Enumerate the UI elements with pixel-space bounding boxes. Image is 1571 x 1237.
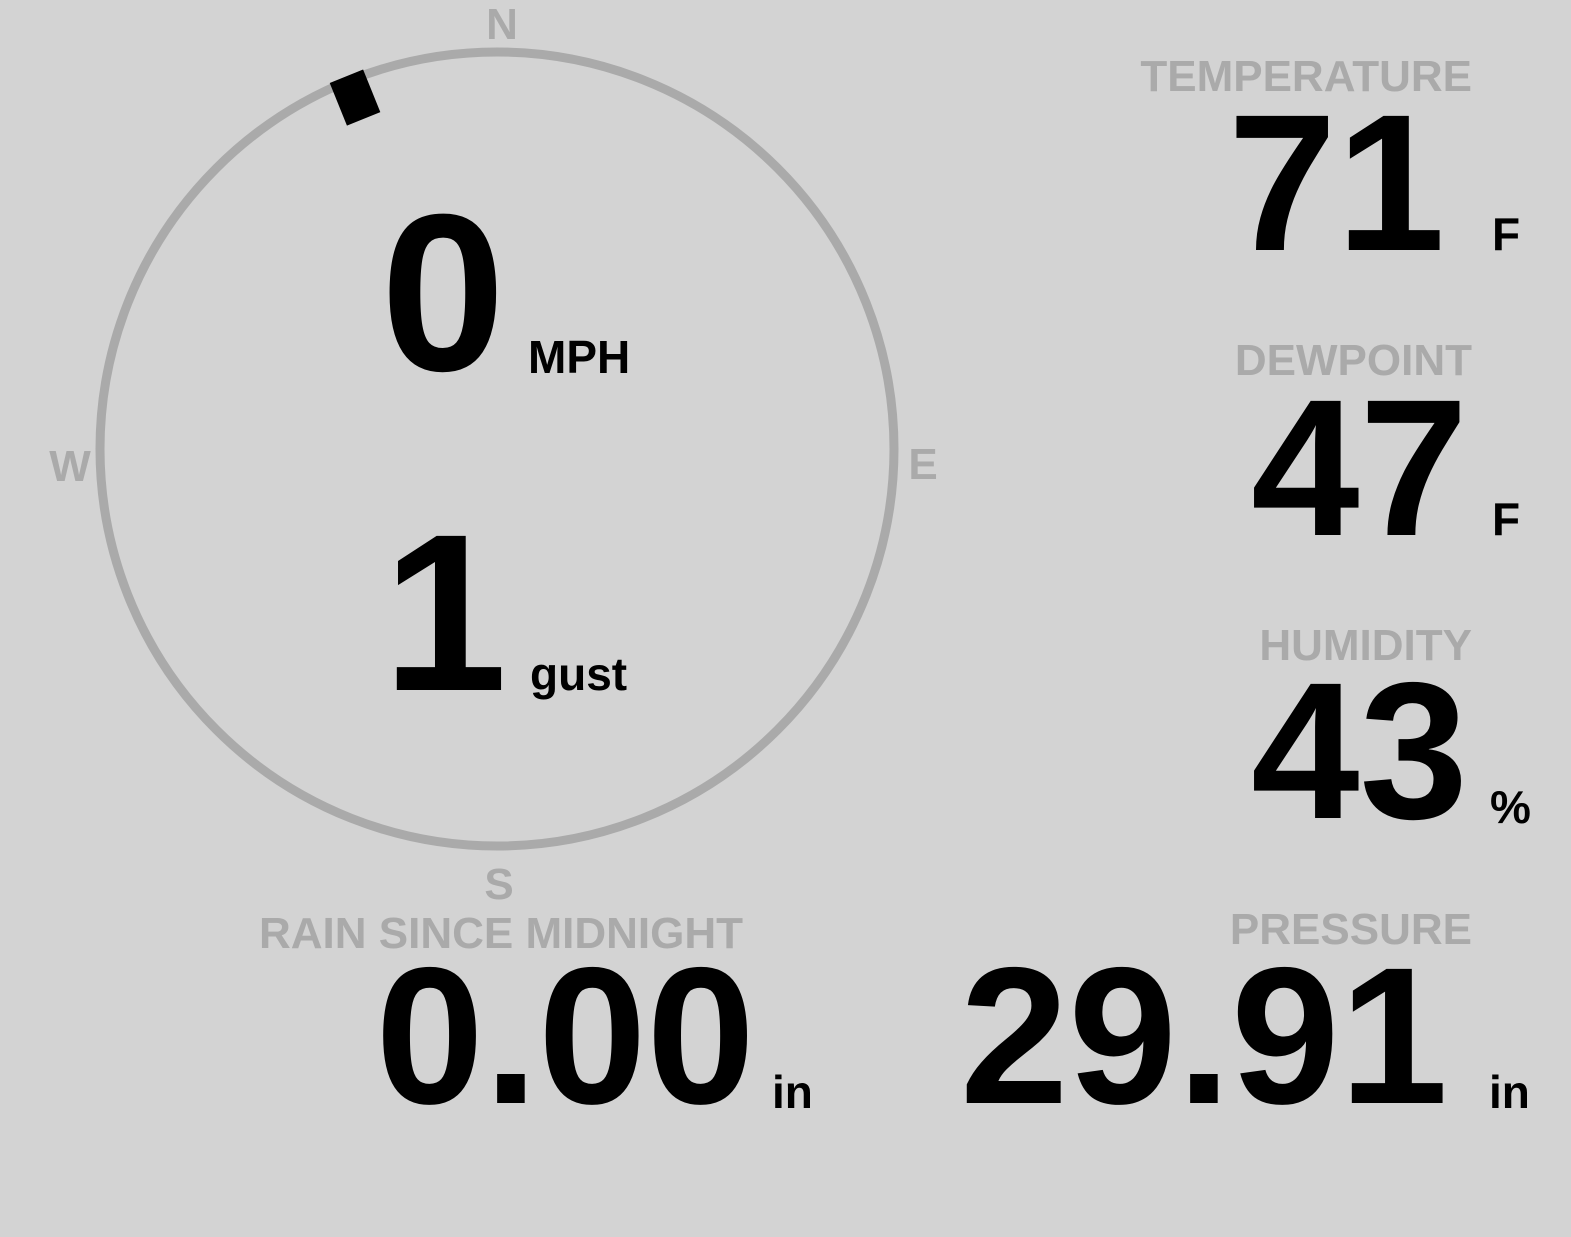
dewpoint-label: DEWPOINT — [1235, 336, 1472, 385]
humidity-label: HUMIDITY — [1259, 621, 1472, 670]
temperature-label: TEMPERATURE — [1140, 52, 1472, 101]
pressure-label: PRESSURE — [1230, 905, 1472, 954]
gust-unit: gust — [530, 648, 627, 700]
humidity-unit: % — [1490, 781, 1531, 833]
pressure-panel: PRESSURE 29.91 in — [960, 905, 1530, 1145]
rain-unit: in — [772, 1066, 813, 1118]
compass-ring — [95, 47, 899, 851]
rain-panel: RAIN SINCE MIDNIGHT 0.00 in — [259, 909, 813, 1145]
compass-south: S — [484, 860, 513, 909]
rain-value: 0.00 — [375, 927, 755, 1145]
dewpoint-unit: F — [1492, 493, 1520, 545]
dewpoint-value: 47 — [1251, 359, 1468, 577]
compass-west: W — [49, 442, 91, 491]
wind-direction-marker — [329, 69, 381, 126]
compass-north: N — [486, 0, 518, 49]
gust-value: 1 — [383, 488, 508, 738]
temperature-panel: TEMPERATURE 71 F — [1140, 52, 1520, 292]
pressure-value: 29.91 — [960, 927, 1448, 1145]
temperature-unit: F — [1492, 208, 1520, 260]
rain-label: RAIN SINCE MIDNIGHT — [259, 909, 743, 958]
compass-east: E — [908, 440, 937, 489]
humidity-value: 43 — [1251, 642, 1468, 860]
pressure-unit: in — [1489, 1066, 1530, 1118]
wind-compass: N E S W 0 MPH 1 gust — [49, 0, 937, 909]
wind-speed-value: 0 — [381, 168, 506, 418]
dewpoint-panel: DEWPOINT 47 F — [1235, 336, 1520, 577]
humidity-panel: HUMIDITY 43 % — [1251, 621, 1531, 860]
wind-speed-unit: MPH — [528, 331, 630, 383]
temperature-value: 71 — [1228, 74, 1445, 292]
